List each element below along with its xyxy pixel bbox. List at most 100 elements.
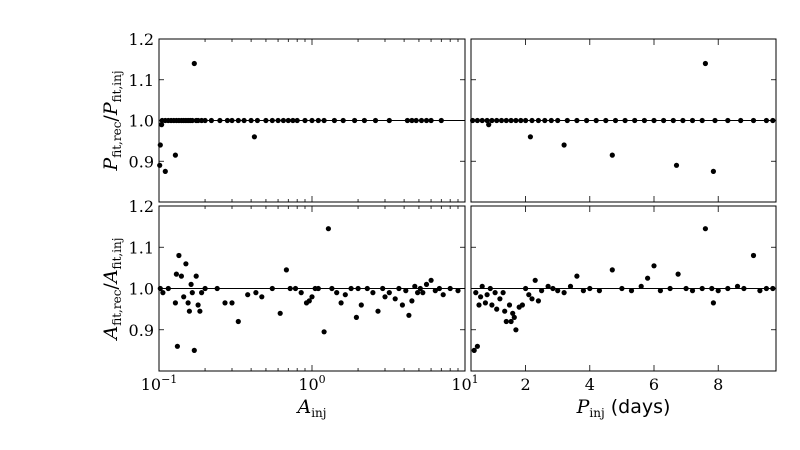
data-point (539, 288, 545, 294)
data-point (596, 288, 603, 294)
x-tick-label: 2 (520, 375, 530, 394)
data-point (423, 117, 430, 124)
data-point (580, 288, 587, 294)
data-point (476, 302, 482, 308)
x-axis-label: Ainj (295, 396, 326, 420)
data-point (651, 117, 657, 124)
data-point (178, 273, 184, 279)
data-point (506, 302, 513, 308)
data-point (298, 290, 304, 296)
data-point (361, 117, 367, 124)
data-point (423, 281, 430, 287)
axes-frame (470, 38, 777, 203)
data-point (370, 290, 376, 296)
data-point (555, 117, 561, 124)
data-point (500, 290, 506, 296)
y-tick-label: 1.0 (129, 112, 154, 131)
x-axis-label: Pinj (days) (576, 396, 671, 420)
data-point (353, 314, 359, 320)
data-point (409, 298, 415, 304)
data-point (222, 300, 228, 306)
data-point (173, 271, 179, 277)
data-point (285, 117, 291, 124)
data-point (428, 117, 434, 124)
data-point (160, 290, 166, 296)
data-point (340, 117, 346, 124)
data-point (670, 117, 676, 124)
data-point (529, 117, 535, 124)
data-point (428, 277, 434, 283)
data-point (162, 168, 168, 174)
data-point (699, 285, 705, 292)
data-point (473, 290, 479, 296)
data-point (725, 117, 731, 124)
data-point (513, 327, 519, 333)
data-point (325, 226, 331, 232)
data-point (763, 285, 770, 292)
data-point (315, 117, 321, 124)
data-point (287, 285, 293, 292)
data-point (253, 290, 259, 296)
data-point (251, 134, 257, 140)
axes-frame (470, 205, 777, 372)
data-point (392, 296, 398, 302)
data-point (438, 117, 444, 124)
data-point (189, 117, 195, 124)
data-point (474, 117, 480, 124)
data-point (489, 117, 495, 124)
data-point (217, 117, 223, 124)
data-point (189, 290, 195, 296)
data-point (436, 285, 442, 292)
data-point (484, 292, 490, 298)
x-tick-label: 10−1 (141, 373, 178, 394)
data-point (372, 117, 379, 124)
data-point (622, 117, 628, 124)
data-point (497, 296, 503, 302)
data-point (202, 117, 208, 124)
data-point (651, 263, 657, 269)
data-point (523, 285, 529, 292)
data-point (545, 283, 551, 289)
data-point (710, 168, 717, 174)
data-point (738, 117, 744, 124)
data-point (523, 117, 529, 124)
y-tick-label: 1.0 (129, 280, 154, 299)
data-point (409, 117, 415, 124)
data-point (338, 300, 344, 306)
data-point (412, 283, 418, 289)
data-point (404, 117, 410, 124)
data-point (417, 285, 423, 292)
data-point (386, 290, 392, 296)
data-point (245, 292, 251, 298)
y-tick-label: 1.1 (129, 71, 154, 90)
data-point (202, 285, 208, 292)
data-point (763, 117, 770, 124)
data-point (550, 285, 556, 292)
data-point (478, 294, 484, 300)
data-point (535, 298, 542, 304)
data-point (494, 306, 500, 312)
y-tick-label: 1.2 (129, 197, 154, 216)
data-point (487, 285, 493, 292)
data-point (619, 285, 625, 292)
data-point (380, 285, 386, 292)
data-point (638, 283, 644, 289)
data-point (358, 302, 364, 308)
data-point (432, 288, 438, 294)
data-point (248, 117, 254, 124)
data-point (715, 288, 721, 294)
data-point (603, 117, 609, 124)
data-point (157, 142, 163, 148)
data-point (498, 117, 505, 124)
data-point (673, 162, 680, 168)
data-point (702, 226, 709, 232)
data-point (399, 302, 405, 308)
axes-frame (158, 38, 466, 203)
data-point (741, 285, 747, 292)
data-point (352, 117, 358, 124)
data-point (382, 294, 388, 300)
data-point (275, 117, 281, 124)
data-point (641, 117, 648, 124)
panel-bottom-right: 2 4 6 8 Pinj (days) (470, 205, 777, 420)
data-point (331, 117, 337, 124)
